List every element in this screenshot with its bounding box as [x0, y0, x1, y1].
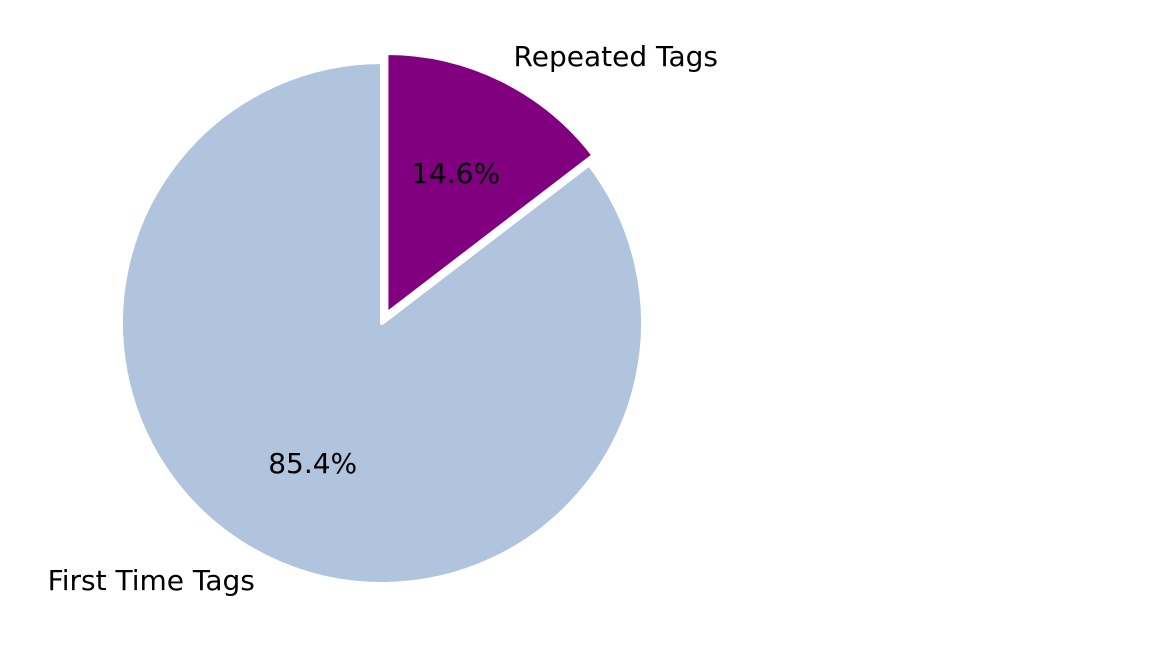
pie-labels: 14.6% Repeated Tags 85.4% First Time Tags — [48, 40, 718, 597]
pie-slice-repeated-tags — [384, 51, 596, 317]
pie-slice-first-time-tags — [119, 60, 645, 586]
pct-label-first-time-tags: 85.4% — [268, 447, 357, 480]
slice-label-first-time-tags: First Time Tags — [48, 564, 255, 597]
pct-label-repeated-tags: 14.6% — [411, 157, 500, 190]
pie-slices — [119, 51, 645, 586]
slice-label-repeated-tags: Repeated Tags — [514, 40, 718, 73]
